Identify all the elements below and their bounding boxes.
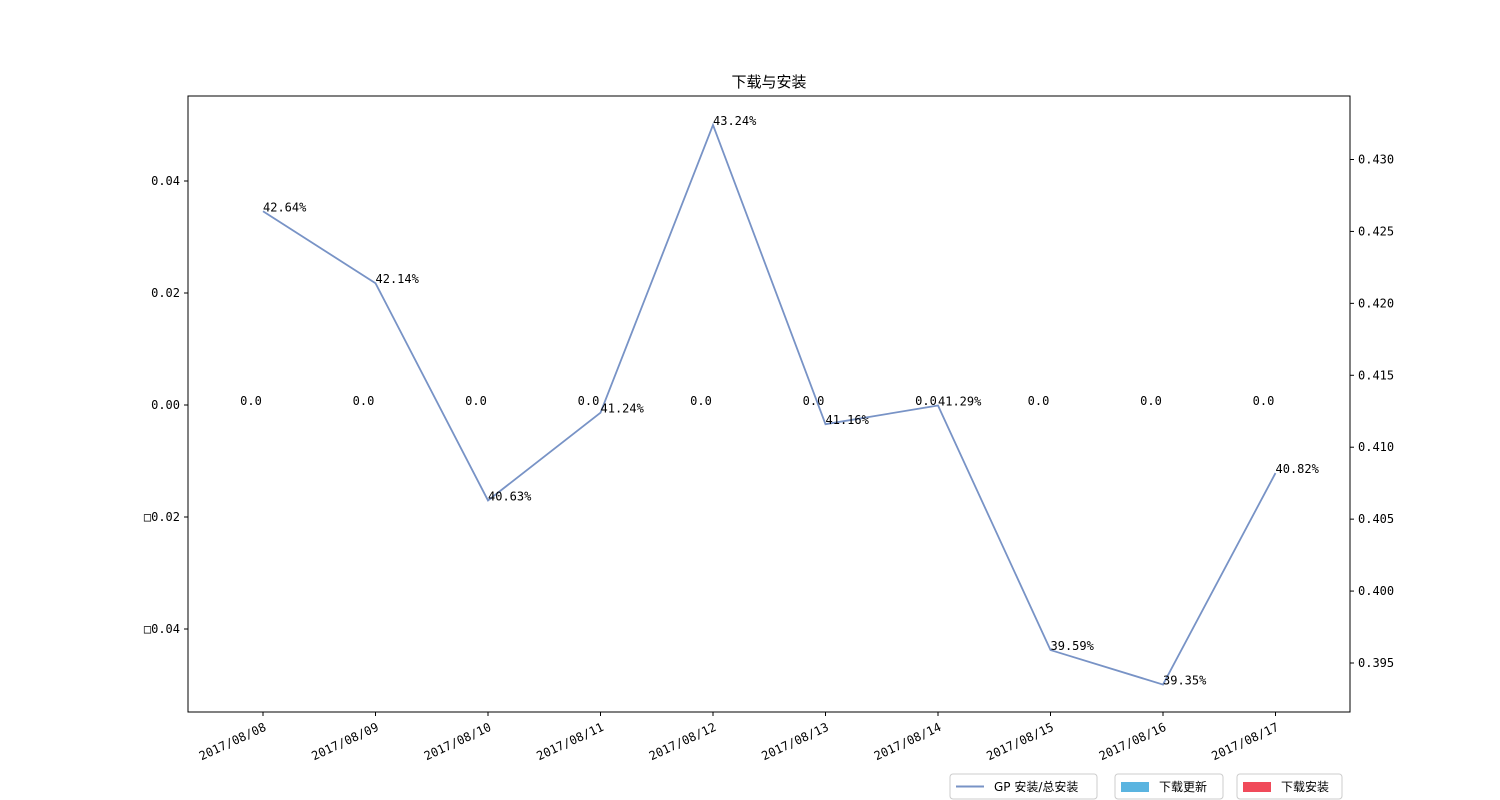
x-tick-label: 2017/08/17: [1209, 720, 1280, 763]
x-tick-label: 2017/08/14: [872, 720, 943, 763]
line-data-label: 42.64%: [263, 200, 307, 214]
legend-box: [1236, 773, 1343, 800]
legend-color-swatch: [1243, 782, 1271, 792]
chart-title: 下载与安装: [731, 73, 806, 91]
line-data-label: 39.35%: [1163, 674, 1207, 688]
line-data-label: 40.63%: [488, 489, 532, 503]
legend-box: [949, 773, 1098, 800]
left-tick-label: □0.02: [144, 510, 180, 524]
x-tick-label: 2017/08/09: [309, 720, 380, 763]
line-data-label: 40.82%: [1276, 462, 1320, 476]
line-data-label: 41.24%: [601, 402, 645, 416]
right-tick-label: 0.400: [1358, 584, 1394, 598]
line-data-label: 39.59%: [1051, 639, 1095, 653]
bar-value-label: 0.0: [1140, 394, 1162, 408]
x-tick-label: 2017/08/15: [984, 720, 1055, 763]
line-data-label: 41.16%: [826, 413, 870, 427]
right-tick-label: 0.425: [1358, 224, 1394, 238]
plot-frame: [187, 95, 1351, 713]
bar-value-label: 0.0: [803, 394, 825, 408]
legend-color-swatch: [1121, 782, 1149, 792]
left-tick-label: □0.04: [144, 622, 180, 636]
line-data-label: 41.29%: [938, 394, 982, 408]
bar-value-label: 0.0: [465, 394, 487, 408]
bar-value-label: 0.0: [1028, 394, 1050, 408]
left-tick-label: 0.00: [151, 398, 180, 412]
right-tick-label: 0.415: [1358, 368, 1394, 382]
x-tick-label: 2017/08/08: [197, 720, 268, 763]
legend-label: 下载更新: [1159, 779, 1207, 794]
bar-value-label: 0.0: [240, 394, 262, 408]
right-tick-label: 0.410: [1358, 440, 1394, 454]
line-data-label: 43.24%: [713, 114, 757, 128]
series-line-gp-install-ratio: [262, 122, 1277, 686]
bar-value-label: 0.0: [578, 394, 600, 408]
x-tick-label: 2017/08/10: [422, 720, 493, 763]
legend-box: [1114, 773, 1224, 800]
right-tick-label: 0.405: [1358, 512, 1394, 526]
left-tick-label: 0.04: [151, 174, 180, 188]
x-tick-label: 2017/08/12: [647, 720, 718, 763]
left-tick-label: 0.02: [151, 286, 180, 300]
legend-label: 下载安装: [1281, 779, 1329, 794]
right-tick-label: 0.420: [1358, 296, 1394, 310]
right-tick-label: 0.395: [1358, 656, 1394, 670]
x-tick-label: 2017/08/13: [759, 720, 830, 763]
bar-value-label: 0.0: [915, 394, 937, 408]
line-data-label: 42.14%: [376, 272, 420, 286]
legend-label: GP 安装/总安装: [994, 779, 1078, 794]
bar-value-label: 0.0: [690, 394, 712, 408]
bar-value-label: 0.0: [1253, 394, 1275, 408]
x-tick-label: 2017/08/11: [534, 720, 605, 763]
x-tick-label: 2017/08/16: [1097, 720, 1168, 763]
bar-value-label: 0.0: [353, 394, 375, 408]
right-tick-label: 0.430: [1358, 153, 1394, 167]
